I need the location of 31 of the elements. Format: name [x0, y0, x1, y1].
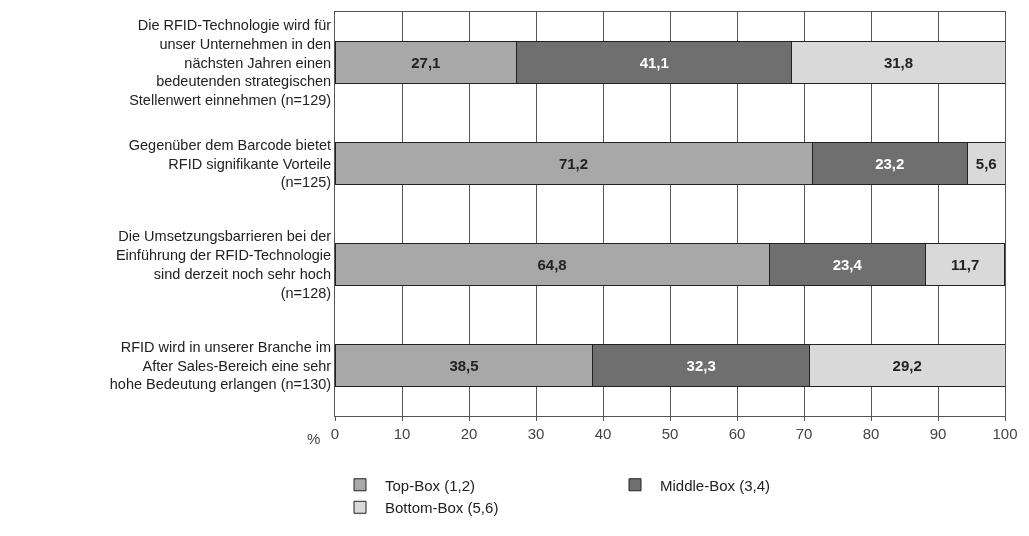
x-axis-title: %: [307, 430, 321, 447]
legend-label: Middle-Box (3,4): [660, 476, 771, 494]
x-tick-label: 70: [795, 425, 813, 442]
x-tick-label: 50: [661, 425, 679, 442]
y-tick-label: RFID wird in unserer Branche im After Sales-Bereich eine sehr hohe Bedeutung erlangen (n=130): [109, 338, 332, 393]
data-label: 11,7: [950, 256, 980, 273]
data-label: 5,6: [975, 155, 997, 172]
data-label: 64,8: [537, 256, 567, 273]
x-tick-label: 40: [594, 425, 612, 442]
y-tick-label: Gegenüber dem Barcode bietet RFID signifikante Vorteile (n=125): [128, 136, 332, 191]
x-tick-label: 90: [929, 425, 947, 442]
x-tick-label: 80: [862, 425, 880, 442]
y-tick-label: Die RFID-Technologie wird für unser Unternehmen in den nächsten Jahren einen bedeutenden strategischen Stellenwert einnehmen (n=129): [129, 16, 332, 109]
data-label: 71,2: [558, 155, 589, 172]
data-label: 32,3: [686, 357, 716, 374]
data-label: 41,1: [639, 54, 669, 71]
data-label: 29,2: [892, 357, 922, 374]
data-label: 38,5: [449, 357, 479, 374]
legend-label: Bottom-Box (5,6): [385, 499, 499, 517]
data-label: 23,2: [875, 155, 905, 172]
x-tick-label: 30: [527, 425, 545, 442]
x-tick-label: 20: [460, 425, 478, 442]
legend-label: Top-Box (1,2): [385, 476, 476, 494]
data-label: 27,1: [411, 54, 441, 71]
data-label: 23,4: [832, 256, 863, 273]
x-tick-label: 60: [728, 425, 746, 442]
x-tick-label: 0: [330, 425, 340, 442]
data-label: 31,8: [883, 54, 914, 71]
x-tick-label: 10: [393, 425, 411, 442]
x-tick-label: 100: [992, 425, 1018, 442]
y-tick-label: Die Umsetzungsbarrieren bei der Einführung der RFID-Technologie sind derzeit noch sehr hoch (n=128): [115, 228, 332, 301]
